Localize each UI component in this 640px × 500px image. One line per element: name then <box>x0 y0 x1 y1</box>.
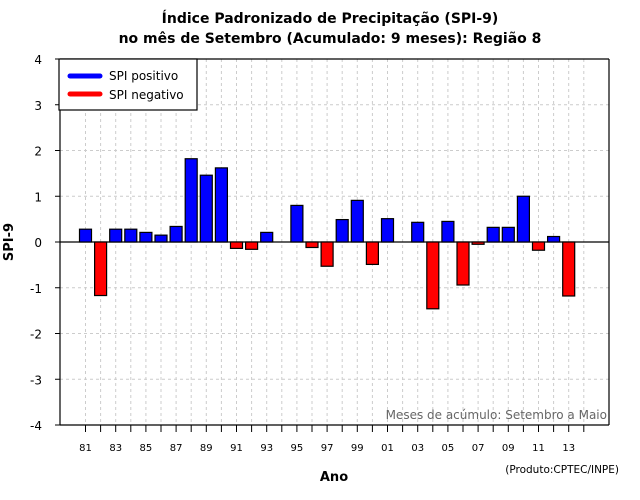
bar-2005 <box>441 220 455 243</box>
bar-1991 <box>229 241 244 250</box>
x-tick-label: 95 <box>291 443 304 454</box>
bar-1997 <box>320 241 334 267</box>
y-tick-label: -2 <box>30 328 42 342</box>
bar-2007 <box>471 241 485 245</box>
bar-1990 <box>214 167 228 243</box>
bar-1988 <box>184 158 198 243</box>
x-tick-label: 03 <box>411 443 424 454</box>
y-ticks: -4 -3 -2 -1 0 1 2 3 4 <box>30 53 60 433</box>
bar-1986 <box>154 234 168 243</box>
y-tick-label: 4 <box>34 53 42 67</box>
bar-1999 <box>350 199 364 243</box>
x-axis-label: Ano <box>320 470 348 485</box>
bar-1992 <box>245 241 259 250</box>
x-tick-label: 89 <box>200 443 213 454</box>
x-tick-label: 07 <box>472 443 485 454</box>
bar-1982 <box>93 241 108 297</box>
bar-2004 <box>426 241 440 310</box>
x-tick-label: 11 <box>532 443 545 454</box>
bar-2001 <box>380 218 395 243</box>
bar-2009 <box>501 226 515 243</box>
y-axis-label: SPI-9 <box>2 223 17 261</box>
bar-2011 <box>531 241 546 251</box>
bar-2006 <box>456 241 470 286</box>
bar-1985 <box>139 231 153 243</box>
chart-subtitle: no mês de Setembro (Acumulado: 9 meses):… <box>119 31 542 47</box>
bar-2003 <box>411 221 425 243</box>
x-tick-label: 81 <box>79 443 92 454</box>
bar-1987 <box>169 225 183 243</box>
x-tick-label: 99 <box>351 443 364 454</box>
legend-label-positive: SPI positivo <box>109 69 178 83</box>
bar-1996 <box>305 241 319 249</box>
product-credit: (Produto:CPTEC/INPE) <box>505 464 619 476</box>
y-tick-label: -4 <box>30 419 42 433</box>
y-tick-label: 1 <box>34 190 42 204</box>
x-tick-label: 05 <box>442 443 455 454</box>
x-ticks: 81 83 85 87 89 91 93 95 97 99 01 03 05 07 09 11 13 <box>79 425 585 454</box>
x-tick-label: 93 <box>260 443 273 454</box>
bar-1981 <box>78 228 93 243</box>
bar-1995 <box>290 204 304 243</box>
legend-label-negative: SPI negativo <box>109 88 184 102</box>
x-tick-label: 09 <box>502 443 515 454</box>
bar-1993 <box>260 231 274 243</box>
legend-box <box>58 58 198 111</box>
accumulation-note: Meses de acúmulo: Setembro a Maio <box>386 408 607 422</box>
y-tick-label: 0 <box>34 236 42 250</box>
y-tick-label: -3 <box>30 373 42 387</box>
bar-2000 <box>365 241 379 266</box>
x-tick-label: 13 <box>562 443 575 454</box>
x-tick-label: 85 <box>140 443 153 454</box>
legend: SPI positivo SPI negativo <box>58 58 198 111</box>
bars <box>78 158 576 310</box>
bar-2010 <box>516 195 531 243</box>
y-tick-label: 2 <box>34 145 42 159</box>
bar-2012 <box>546 235 561 243</box>
x-tick-label: 97 <box>321 443 334 454</box>
bar-1983 <box>109 228 123 243</box>
y-tick-label: 3 <box>34 99 42 113</box>
bar-1984 <box>124 228 138 243</box>
bar-1989 <box>199 174 213 243</box>
x-tick-label: 01 <box>381 443 394 454</box>
chart-title: Índice Padronizado de Precipitação (SPI-… <box>162 10 499 27</box>
bar-2013 <box>562 241 576 297</box>
x-tick-label: 87 <box>170 443 183 454</box>
bar-1998 <box>335 218 349 243</box>
bar-2008 <box>486 226 500 243</box>
y-tick-label: -1 <box>30 282 42 296</box>
x-tick-label: 91 <box>230 443 243 454</box>
x-tick-label: 83 <box>109 443 122 454</box>
